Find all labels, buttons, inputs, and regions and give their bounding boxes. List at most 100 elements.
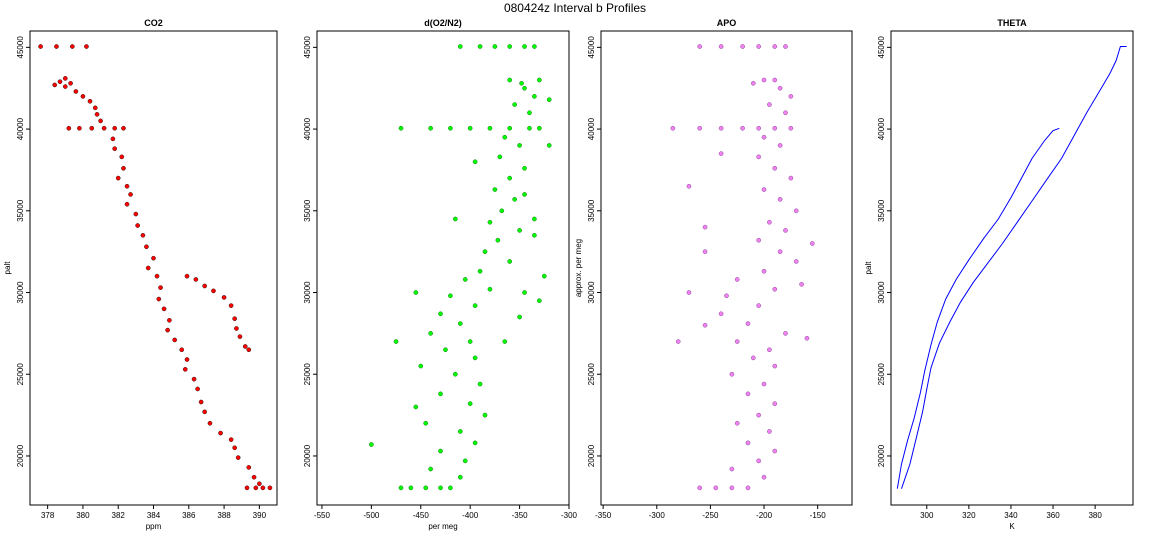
data-point	[237, 334, 243, 339]
data-point	[756, 303, 761, 308]
data-point	[462, 458, 468, 464]
data-point	[729, 485, 735, 491]
data-point	[532, 94, 537, 99]
data-point	[507, 175, 513, 181]
data-point	[772, 363, 778, 369]
data-point	[537, 77, 542, 83]
data-point	[369, 442, 374, 447]
data-point	[195, 386, 200, 392]
data-point	[745, 391, 751, 397]
x-tick-label: 380	[76, 511, 90, 520]
data-point	[172, 337, 177, 343]
data-point	[202, 283, 207, 289]
y-tick-label: 20000	[303, 444, 312, 467]
data-point	[184, 357, 190, 362]
data-point	[788, 94, 794, 99]
data-point	[94, 112, 100, 117]
data-point	[507, 44, 513, 49]
data-point	[438, 391, 443, 397]
x-tick-label: 340	[1004, 511, 1018, 520]
data-point	[532, 44, 537, 49]
data-point	[788, 125, 794, 131]
data-point	[165, 327, 170, 333]
data-point	[502, 134, 508, 140]
data-point	[398, 485, 404, 491]
data-point	[112, 125, 117, 131]
data-point	[423, 485, 429, 491]
data-point	[751, 355, 756, 361]
data-point	[428, 331, 433, 336]
data-point	[472, 159, 478, 165]
data-point	[697, 485, 702, 491]
data-point	[207, 420, 213, 426]
data-point	[477, 44, 483, 49]
y-tick-label: 30000	[877, 281, 886, 304]
data-point	[804, 335, 810, 341]
data-point	[810, 241, 815, 246]
data-point	[702, 249, 708, 254]
data-point	[767, 347, 772, 353]
data-point	[413, 290, 419, 295]
data-point	[167, 318, 172, 323]
series-line	[896, 127, 1060, 489]
data-point	[507, 259, 513, 264]
data-point	[438, 485, 443, 491]
data-point	[745, 321, 751, 326]
data-point	[761, 77, 767, 83]
data-point	[221, 295, 227, 300]
plot-frame	[890, 30, 1134, 506]
y-tick-label: 30000	[587, 281, 596, 304]
data-point	[161, 306, 167, 312]
data-point	[128, 192, 133, 197]
data-point	[734, 277, 740, 282]
panel-title: APO	[717, 18, 737, 28]
y-tick-label: 35000	[303, 199, 312, 222]
data-point	[133, 211, 139, 217]
data-point	[767, 102, 772, 107]
data-point	[457, 321, 463, 326]
data-point	[191, 376, 197, 382]
x-tick-label: 388	[217, 511, 231, 520]
data-point	[423, 420, 429, 426]
data-point	[184, 273, 190, 279]
plot-frame	[600, 30, 853, 506]
data-point	[246, 347, 252, 353]
data-point	[777, 85, 783, 91]
data-point	[772, 448, 778, 454]
data-point	[182, 367, 188, 372]
figure-title: 080424z Interval b Profiles	[503, 1, 647, 15]
x-tick-label: 378	[41, 511, 55, 520]
data-point	[457, 44, 463, 49]
data-point	[729, 371, 735, 377]
data-point	[793, 208, 799, 214]
y-tick-label: 20000	[16, 444, 25, 467]
data-point	[242, 344, 248, 349]
data-point	[740, 44, 745, 49]
y-tick-label: 20000	[587, 444, 596, 467]
data-point	[110, 136, 116, 142]
data-point	[87, 98, 93, 104]
data-point	[777, 143, 783, 148]
x-tick-label: -550	[314, 511, 331, 520]
data-point	[492, 187, 498, 192]
data-point	[140, 233, 146, 238]
data-point	[158, 285, 163, 290]
data-point	[211, 288, 216, 294]
data-point	[68, 81, 73, 86]
data-point	[745, 440, 751, 446]
data-point	[77, 125, 82, 131]
data-point	[756, 44, 761, 49]
y-tick-label: 40000	[303, 117, 312, 140]
data-point	[260, 485, 266, 491]
data-point	[772, 286, 778, 292]
data-point	[398, 125, 404, 131]
data-point	[418, 363, 424, 369]
x-axis-label: per meg	[428, 522, 457, 531]
y-tick-label: 35000	[16, 199, 25, 222]
data-point	[448, 125, 453, 131]
panel-title: THETA	[997, 18, 1027, 28]
data-point	[477, 268, 483, 274]
data-point	[257, 481, 262, 487]
data-point	[228, 303, 234, 308]
data-point	[448, 485, 453, 491]
